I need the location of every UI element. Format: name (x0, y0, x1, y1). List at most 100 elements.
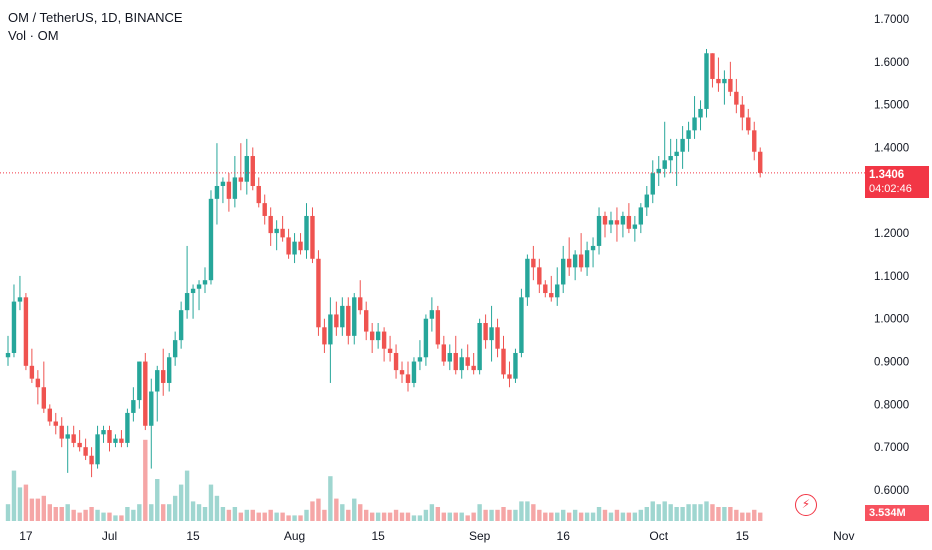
volume-bar (632, 512, 638, 521)
candle-body (566, 258, 572, 268)
candle-body (692, 117, 697, 131)
candle-body (644, 194, 649, 208)
volume-bar (280, 512, 285, 521)
candle-body (178, 310, 184, 341)
candle-body (352, 297, 357, 336)
candle (53, 412, 58, 435)
volume-bar (489, 509, 494, 521)
time-tick-label: 15 (186, 529, 200, 543)
candle-body (238, 177, 244, 182)
candle (220, 177, 226, 204)
candle-body (650, 173, 655, 195)
symbol-title[interactable]: OM / TetherUS, 1D, BINANCE (8, 10, 183, 25)
candle-body (602, 215, 608, 225)
candle (322, 318, 327, 353)
candle (459, 348, 464, 379)
candle-body (35, 378, 41, 388)
candle-body (149, 391, 154, 426)
volume-bar (89, 507, 94, 521)
candle (155, 365, 160, 422)
candle-body (190, 288, 196, 294)
candle-body (638, 207, 644, 225)
volume-bar (23, 484, 29, 521)
price-tick-label: 1.4000 (874, 142, 909, 154)
candle-body (226, 181, 232, 199)
candle (381, 327, 387, 362)
candle (375, 323, 381, 349)
volume-bar (483, 509, 488, 521)
candle (149, 378, 154, 469)
time-tick-label: Jul (102, 529, 117, 543)
volume-bar (381, 512, 387, 521)
candle-body (23, 297, 29, 366)
candle (650, 160, 655, 204)
candle (113, 434, 118, 448)
time-tick-label: Oct (649, 529, 668, 543)
candle (477, 318, 482, 375)
volume-bar (531, 504, 536, 521)
candle (161, 348, 166, 396)
candle (513, 348, 518, 383)
volume-bar (298, 515, 303, 521)
candle-body (53, 421, 58, 426)
volume-bar (304, 509, 309, 521)
candle-body (477, 323, 482, 371)
price-tick-label: 1.1000 (874, 271, 909, 283)
candle-body (95, 434, 100, 465)
volume-legend[interactable]: Vol · OM (8, 28, 59, 43)
volume-bar (644, 507, 649, 521)
volume-bar (340, 504, 345, 521)
volume-bar (656, 504, 661, 521)
volume-bar (662, 501, 667, 521)
candle (578, 233, 584, 272)
volume-bar (358, 504, 363, 521)
volume-bar (155, 479, 160, 521)
candle (101, 425, 106, 443)
candle-body (29, 365, 35, 379)
time-axis[interactable]: 17 Jul 15 Aug 15 Sep 16 Oct 15 Nov (19, 529, 854, 543)
candle (172, 331, 178, 366)
candle (572, 250, 578, 281)
candle (119, 430, 124, 448)
lightning-bolt-icon[interactable]: ⚡ (795, 494, 817, 516)
volume-bar (268, 509, 273, 521)
time-tick-label: 15 (371, 529, 385, 543)
candle-body (250, 156, 255, 186)
price-tick-label: 1.0000 (874, 314, 909, 326)
volume-bar (746, 512, 751, 521)
candle (423, 314, 429, 366)
volume-bar (364, 509, 369, 521)
price-axis[interactable]: 1.70001.60001.50001.40001.30001.20001.10… (874, 14, 909, 497)
candle (626, 203, 632, 234)
candle-body (447, 352, 452, 362)
price-tick-label: 1.2000 (874, 228, 909, 240)
candle-body (375, 331, 381, 341)
volume-bar (507, 509, 512, 521)
candle-body (17, 297, 23, 302)
candle-body (531, 258, 536, 268)
volume-bar (555, 512, 560, 521)
volume-bar (602, 509, 608, 521)
volume-bar (596, 507, 602, 521)
volume-bar (716, 507, 721, 521)
candle-body (137, 361, 142, 401)
volume-bar (286, 515, 291, 521)
candle-body (465, 357, 470, 366)
candle (489, 305, 494, 362)
candle (710, 53, 715, 88)
candle (35, 370, 41, 405)
volume-bar (232, 507, 238, 521)
candle-body (113, 438, 118, 443)
volume-bar (578, 512, 584, 521)
candle-body (680, 138, 685, 152)
candle-body (89, 455, 94, 465)
price-tick-label: 1.6000 (874, 57, 909, 69)
candle-body (501, 348, 506, 375)
volume-bar (59, 507, 64, 521)
candle-body (620, 215, 626, 225)
volume-bar (11, 470, 17, 521)
candle-body (734, 91, 739, 105)
candle (662, 121, 667, 178)
candle (125, 408, 130, 448)
